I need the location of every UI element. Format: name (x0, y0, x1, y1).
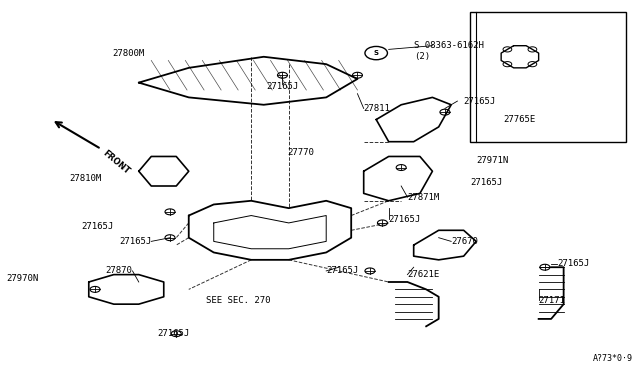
Text: 27165J: 27165J (326, 266, 358, 275)
Text: 27811: 27811 (364, 104, 390, 113)
Text: 27165J: 27165J (470, 178, 502, 187)
Text: 27165J: 27165J (557, 259, 589, 268)
Text: 27165J: 27165J (463, 97, 496, 106)
Text: 27165J: 27165J (157, 329, 189, 338)
Text: (2): (2) (413, 52, 430, 61)
Text: 27165J: 27165J (119, 237, 151, 246)
Text: A?73*0·9: A?73*0·9 (593, 354, 632, 363)
Text: 27870: 27870 (106, 266, 132, 275)
Text: SEE SEC. 270: SEE SEC. 270 (207, 296, 271, 305)
Text: 27971N: 27971N (476, 155, 508, 165)
Text: 27871M: 27871M (408, 193, 440, 202)
Text: 27621E: 27621E (408, 270, 440, 279)
Text: 27165J: 27165J (266, 82, 299, 91)
Text: S 08363-6162H: S 08363-6162H (413, 41, 484, 50)
Text: 27171: 27171 (539, 296, 566, 305)
Text: S: S (374, 50, 379, 56)
Text: 27970N: 27970N (6, 274, 39, 283)
Text: 27810M: 27810M (69, 174, 101, 183)
Text: 27800M: 27800M (113, 49, 145, 58)
Text: 27765E: 27765E (504, 115, 536, 124)
Text: 27670: 27670 (451, 237, 478, 246)
Text: 27165J: 27165J (388, 215, 421, 224)
Text: 27165J: 27165J (81, 222, 114, 231)
Text: 27770: 27770 (287, 148, 314, 157)
Text: FRONT: FRONT (101, 149, 132, 177)
